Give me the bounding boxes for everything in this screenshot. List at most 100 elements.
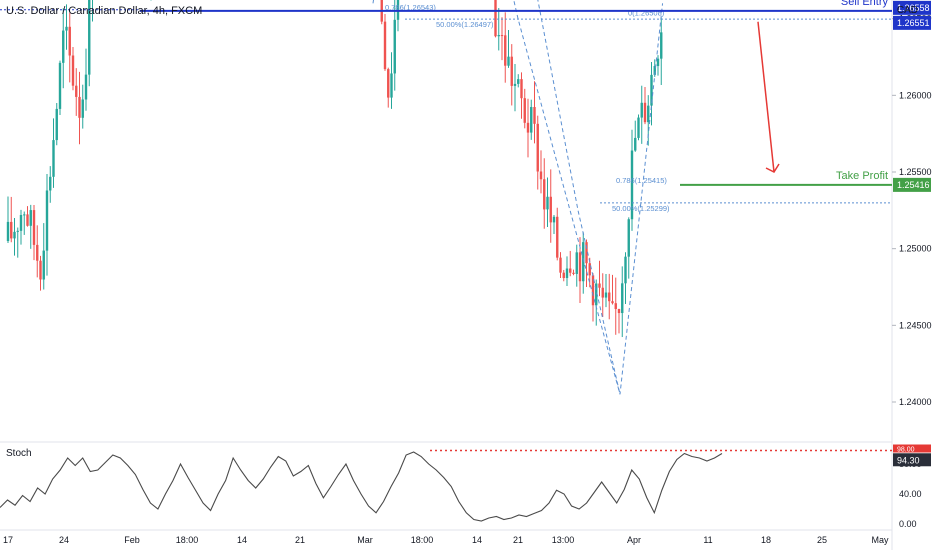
candle-body: [497, 35, 500, 37]
sell-entry-top-badge-text: 1.26558: [897, 3, 930, 13]
candle-body: [637, 117, 640, 138]
candle-body: [45, 190, 49, 251]
candle-body: [611, 301, 614, 304]
time-tick-label: 13:00: [552, 535, 575, 545]
candle-body: [16, 230, 19, 232]
candle-body: [75, 85, 78, 97]
candle-body: [81, 99, 84, 118]
time-tick-label: 21: [513, 535, 523, 545]
candle-body: [88, 0, 91, 75]
candle-body: [546, 196, 549, 210]
candle-body: [84, 74, 88, 100]
candle-body: [533, 107, 536, 124]
candle-body: [608, 292, 611, 302]
stoch-line: [0, 451, 723, 522]
price-tick-label: 1.25500: [899, 167, 932, 177]
candle-body: [393, 19, 396, 74]
time-tick-label: Apr: [627, 535, 641, 545]
candle-body: [569, 268, 572, 273]
candle-body: [559, 257, 562, 273]
candle-body: [588, 263, 591, 276]
candle-body: [552, 216, 556, 223]
candle-body: [517, 79, 520, 84]
price-tick-label: 1.24500: [899, 320, 932, 330]
stoch-level-badge: [893, 444, 931, 453]
candle-body: [582, 242, 585, 282]
stoch-tick-label: 0.00: [899, 519, 917, 529]
candle-body: [640, 102, 643, 118]
price-tick-label: 1.25000: [899, 244, 932, 254]
candle-body: [26, 214, 29, 226]
time-tick-label: 18:00: [411, 535, 434, 545]
candle-body: [598, 283, 601, 288]
stoch-tick-label: 40.00: [899, 489, 922, 499]
candle-body: [621, 283, 624, 314]
projection-arrow: [757, 21, 775, 173]
sell-entry-top-badge: [893, 0, 931, 15]
candle-body: [6, 221, 10, 242]
fib-level-label: 50.00%(1.26497): [436, 20, 494, 29]
candle-body: [65, 26, 68, 31]
candle-body: [49, 176, 52, 191]
stoch-value-badge: [893, 453, 931, 467]
candle-body: [500, 35, 504, 37]
candle-body: [32, 210, 36, 245]
candle-body: [585, 242, 588, 264]
take-profit-badge-text: 1.25416: [897, 180, 930, 190]
candle-body: [653, 66, 656, 75]
projection-arrow-head: [765, 163, 780, 173]
candle-body: [504, 35, 507, 66]
currency-label: CAD: [896, 5, 918, 16]
candle-body: [390, 73, 393, 98]
candle-body: [10, 221, 13, 239]
pattern-leg-outer: [372, 0, 664, 395]
candle-body: [78, 96, 81, 118]
fib-level-label: 50.00%(1.25299): [612, 204, 670, 213]
candle-body: [575, 252, 578, 274]
candle-body: [526, 122, 530, 133]
fib-level-label: 0.786(1.26543): [385, 3, 436, 12]
stoch-indicator-label: Stoch: [6, 448, 32, 459]
time-tick-label: 17: [3, 535, 13, 545]
candle-body: [29, 210, 32, 226]
candle-body: [55, 108, 58, 141]
candle-body: [36, 244, 39, 261]
time-tick-label: 14: [237, 535, 247, 545]
candle-body: [604, 292, 608, 298]
candle-body: [52, 140, 55, 177]
time-tick-label: 11: [703, 535, 712, 545]
sell-entry-bottom-badge: [893, 15, 931, 30]
candle-body: [387, 69, 390, 98]
fib-level-label: 0(1.26508): [628, 8, 665, 17]
time-tick-label: 18: [761, 535, 771, 545]
candle-body: [513, 83, 517, 86]
candle-body: [71, 55, 75, 86]
candle-body: [647, 105, 650, 123]
time-tick-label: 14: [472, 535, 482, 545]
candle-body: [23, 214, 26, 216]
price-tick-label: 1.24000: [899, 397, 932, 407]
candle-body: [536, 123, 539, 172]
candle-body: [565, 268, 569, 279]
candle-body: [13, 231, 16, 239]
chart-title: U.S. Dollar / Canadian Dollar, 4h, FXCM: [6, 5, 203, 17]
candle-body: [617, 309, 621, 314]
candle-body: [627, 219, 630, 257]
candle-body: [549, 196, 552, 223]
candle-body: [595, 283, 598, 306]
candle-body: [494, 0, 497, 37]
time-tick-label: Feb: [124, 535, 140, 545]
candle-body: [630, 150, 634, 220]
candle-body: [614, 303, 617, 310]
candle-body: [507, 56, 510, 66]
candle-body: [601, 287, 604, 298]
candle-body: [660, 32, 663, 59]
price-tick-label: 1.26000: [899, 90, 932, 100]
time-tick-label: 18:00: [176, 535, 199, 545]
candle-body: [520, 79, 523, 99]
fib-level-label: 0.786(1.25415): [616, 176, 667, 185]
candle-body: [650, 74, 653, 106]
candle-body: [572, 272, 575, 274]
time-tick-label: 25: [817, 535, 827, 545]
